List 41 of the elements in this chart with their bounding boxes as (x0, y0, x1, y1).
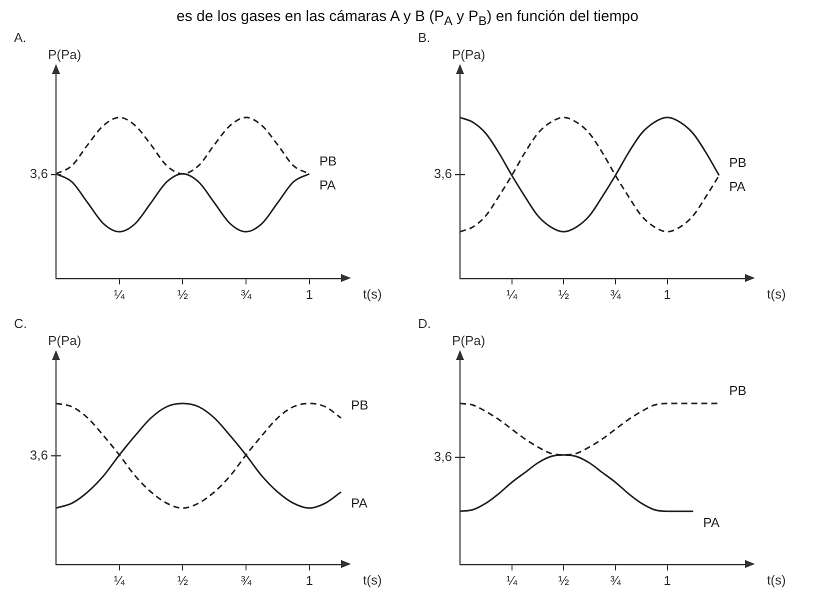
x-axis-title: t(s) (767, 286, 786, 302)
text: 3,6 (30, 166, 48, 182)
x-tick-label: ¾ (610, 572, 622, 588)
x-tick-label: ½ (558, 286, 570, 302)
series-label: PB (351, 398, 368, 413)
x-tick-label: ¾ (240, 286, 252, 302)
series-label: PB (729, 154, 746, 170)
chart-title: D. (418, 316, 431, 332)
x-tick-label: ¼ (114, 286, 125, 302)
y-axis-title: P(Pa) (452, 333, 486, 348)
x-tick-label: ½ (558, 572, 570, 588)
text: 3,6 (30, 447, 48, 462)
series-label: PA (319, 177, 336, 192)
x-tick-label: 1 (664, 286, 671, 302)
x-tick-label: ¼ (506, 572, 518, 588)
x-tick-label: ¼ (506, 286, 518, 302)
series-label: PB (729, 383, 746, 398)
series-label: PA (729, 178, 746, 194)
x-tick-label: 1 (664, 572, 671, 588)
x-tick-label: 1 (306, 572, 313, 588)
y-axis-title: P(Pa) (48, 333, 82, 348)
series-label: PB (319, 153, 337, 168)
x-tick-label: ¼ (114, 572, 125, 588)
text: 3,6 (434, 448, 452, 464)
x-axis-title: t(s) (767, 572, 786, 588)
x-axis-title: t(s) (363, 286, 382, 302)
chart-title: A. (14, 30, 26, 46)
x-tick-label: ½ (177, 572, 188, 588)
x-tick-label: ¾ (610, 286, 622, 302)
x-axis-title: t(s) (363, 572, 382, 588)
x-tick-label: 1 (306, 286, 313, 302)
text: es de los gases en las cámaras A y B (P$_{A}$ y P$_{B}$) en función del tiempo (176, 8, 640, 30)
chart-title: C. (14, 316, 27, 332)
x-tick-label: ¾ (240, 572, 252, 588)
series-label: PA (351, 496, 368, 511)
chart-title: B. (418, 30, 430, 46)
y-axis-title: P(Pa) (452, 47, 486, 62)
series-label: PA (703, 514, 720, 530)
y-axis-title: P(Pa) (48, 47, 82, 62)
text: 3,6 (434, 166, 452, 182)
x-tick-label: ½ (177, 286, 188, 302)
